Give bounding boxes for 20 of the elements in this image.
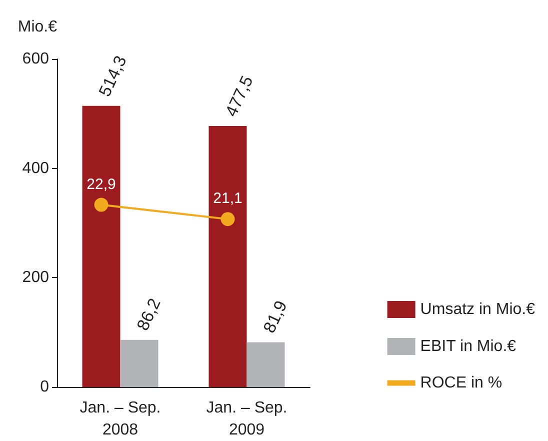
y-tick-label: 0 [40,378,50,396]
y-tick-label: 200 [22,269,50,286]
x-tick-label: Jan. – Sep. 2008 [80,400,161,438]
x-tick-label: Jan. – Sep. 2009 [206,400,288,438]
bar [120,340,158,387]
y-tick-label: 400 [22,160,50,177]
legend-label: ROCE in % [420,374,502,392]
bar [208,126,247,387]
data-label: 81,9 [260,298,291,336]
legend-label: Umsatz in Mio.€ [420,301,536,318]
data-label: 477,5 [222,72,257,120]
data-label: 86,2 [133,295,164,334]
legend-label: EBIT in Mio.€ [420,338,516,355]
y-axis-title: Mio.€ [18,18,58,36]
bar [82,106,120,387]
bar [246,342,285,387]
data-label: 21,1 [213,190,242,208]
y-tick-label: 600 [22,50,50,68]
data-label: 514,3 [95,52,130,100]
data-label: 22,9 [86,176,116,193]
